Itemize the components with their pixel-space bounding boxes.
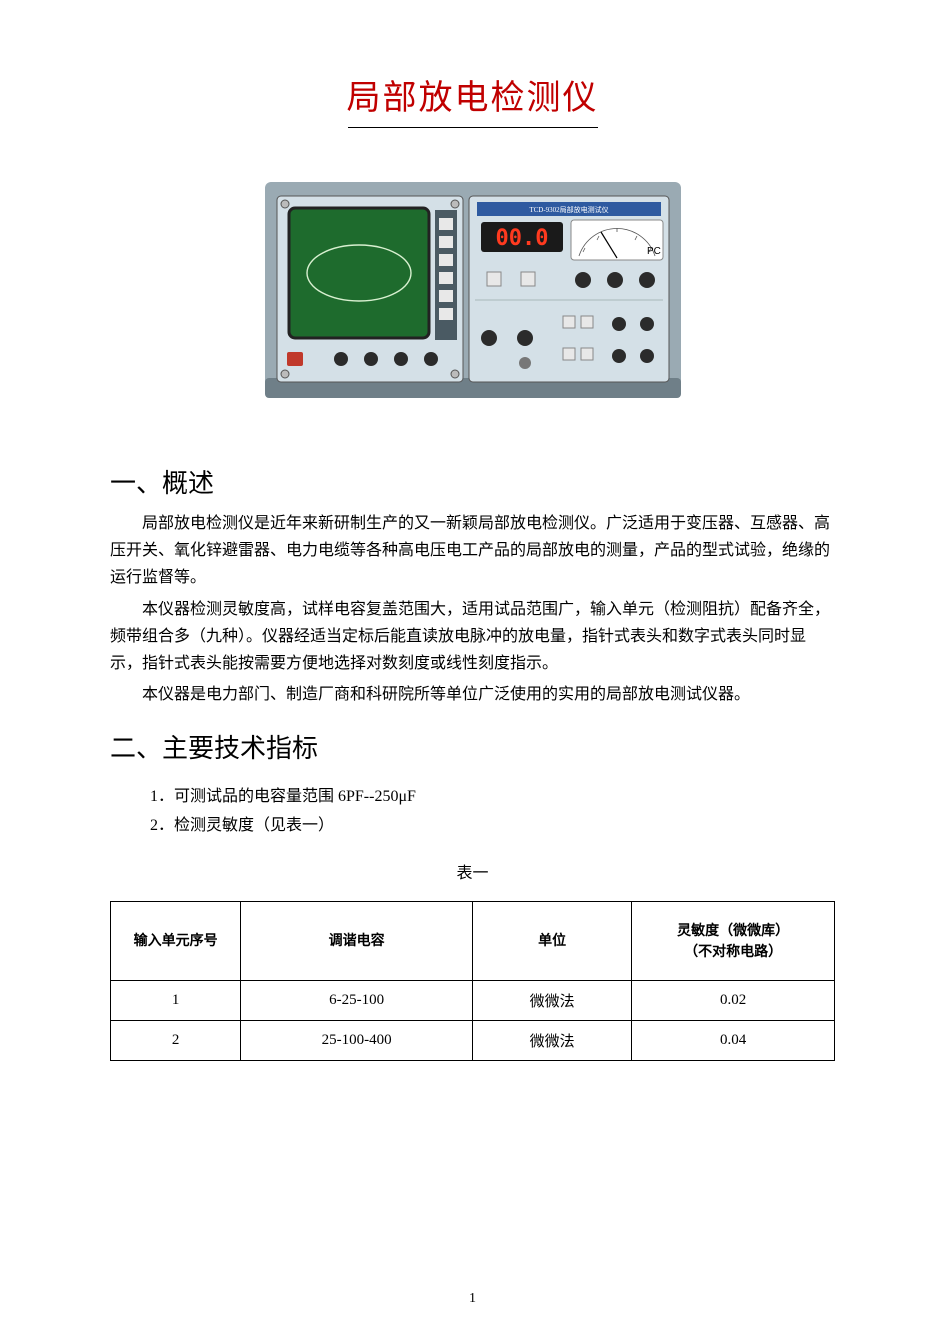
device-illustration: TCD-9302局部放电测试仪 00.0 PC <box>110 168 835 418</box>
spec-list-item: 2．检测灵敏度（见表一） <box>150 812 835 841</box>
spec-list-item: 1．可测试品的电容量范围 6PF--250μF <box>150 783 835 812</box>
table-header-cell: 输入单元序号 <box>111 901 241 980</box>
table-header-cell: 调谐电容 <box>241 901 473 980</box>
table-row: 225-100-400微微法0.04 <box>111 1020 835 1060</box>
table-cell: 微微法 <box>472 1020 631 1060</box>
section-1-paragraph: 本仪器检测灵敏度高，试样电容复盖范围大，适用试品范围广，输入单元（检测阻抗）配备… <box>110 596 835 678</box>
svg-text:TCD-9302局部放电测试仪: TCD-9302局部放电测试仪 <box>529 205 608 214</box>
table-cell: 0.02 <box>632 980 835 1020</box>
section-1-heading: 一、概述 <box>110 463 835 500</box>
table-cell: 2 <box>111 1020 241 1060</box>
page-number: 1 <box>0 1291 945 1307</box>
table-row: 16-25-100微微法0.02 <box>111 980 835 1020</box>
title-underline <box>348 127 598 128</box>
sensitivity-table: 输入单元序号调谐电容单位灵敏度（微微库）（不对称电路） 16-25-100微微法… <box>110 901 835 1061</box>
section-1-paragraph: 本仪器是电力部门、制造厂商和科研院所等单位广泛使用的实用的局部放电测试仪器。 <box>110 681 835 708</box>
section-2-heading: 二、主要技术指标 <box>110 728 835 765</box>
table-header-cell: 单位 <box>472 901 631 980</box>
svg-text:PC: PC <box>647 246 661 257</box>
table-cell: 1 <box>111 980 241 1020</box>
svg-text:00.0: 00.0 <box>495 226 548 251</box>
table-cell: 0.04 <box>632 1020 835 1060</box>
document-title: 局部放电检测仪 <box>110 70 835 119</box>
table-cell: 6-25-100 <box>241 980 473 1020</box>
table-cell: 微微法 <box>472 980 631 1020</box>
table-cell: 25-100-400 <box>241 1020 473 1060</box>
table-caption: 表一 <box>110 859 835 883</box>
table-header-cell: 灵敏度（微微库）（不对称电路） <box>632 901 835 980</box>
section-1-paragraph: 局部放电检测仪是近年来新研制生产的又一新颖局部放电检测仪。广泛适用于变压器、互感… <box>110 510 835 592</box>
